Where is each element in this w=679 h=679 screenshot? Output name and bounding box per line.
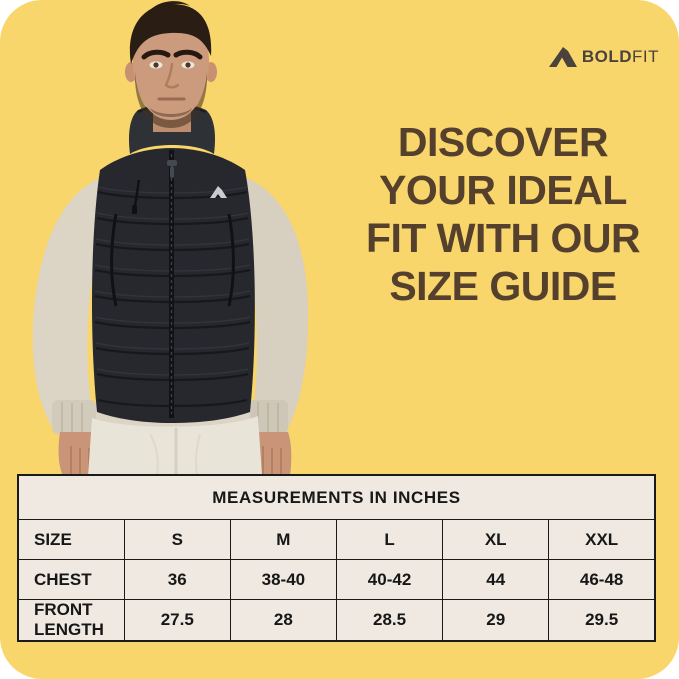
front-length-xxl: 29.5 xyxy=(548,599,656,642)
table-row-size: SIZE S M L XL XXL xyxy=(17,519,656,560)
headline: DISCOVER YOUR IDEAL FIT WITH OUR SIZE GU… xyxy=(333,118,673,310)
chest-l: 40-42 xyxy=(335,559,444,600)
table-row-front-length: FRONT LENGTH 27.5 28 28.5 29 29.5 xyxy=(17,599,656,642)
headline-line-3: FIT WITH OUR xyxy=(365,215,641,261)
table-title-row: MEASUREMENTS IN INCHES xyxy=(17,474,656,520)
size-s: S xyxy=(123,519,231,560)
front-length-m: 28 xyxy=(229,599,337,642)
front-length-l: 28.5 xyxy=(335,599,444,642)
vest-logo-mark xyxy=(210,186,227,198)
headline-line-2: YOUR IDEAL xyxy=(379,167,627,213)
chest-xl: 44 xyxy=(442,559,550,600)
pants xyxy=(88,416,262,476)
boldfit-logo-icon xyxy=(548,47,577,67)
size-m: M xyxy=(229,519,337,560)
logo-fit-text: FIT xyxy=(632,46,659,66)
boldfit-logo: BOLDFIT xyxy=(548,46,659,67)
chest-m: 38-40 xyxy=(229,559,337,600)
puffer-vest xyxy=(91,103,255,423)
table-title: MEASUREMENTS IN INCHES xyxy=(17,474,656,520)
size-guide-table: MEASUREMENTS IN INCHES SIZE S M L XL XXL… xyxy=(17,474,656,642)
model-photo xyxy=(32,1,309,476)
row-label-chest: CHEST xyxy=(17,559,125,600)
head xyxy=(125,1,217,132)
row-label-front-length: FRONT LENGTH xyxy=(17,599,125,642)
size-xl: XL xyxy=(442,519,550,560)
front-length-s: 27.5 xyxy=(123,599,231,642)
size-xxl: XXL xyxy=(548,519,656,560)
headline-line-1: DISCOVER xyxy=(397,119,609,165)
size-l: L xyxy=(335,519,444,560)
table-row-chest: CHEST 36 38-40 40-42 44 46-48 xyxy=(17,559,656,600)
boldfit-logo-text: BOLDFIT xyxy=(582,47,659,67)
row-label-size: SIZE xyxy=(17,519,125,560)
logo-bold-text: BOLD xyxy=(581,46,632,66)
headline-line-4: SIZE GUIDE xyxy=(389,263,617,309)
sweater-sleeves xyxy=(32,178,309,434)
front-length-xl: 29 xyxy=(442,599,550,642)
chest-xxl: 46-48 xyxy=(548,559,656,600)
chest-s: 36 xyxy=(123,559,231,600)
